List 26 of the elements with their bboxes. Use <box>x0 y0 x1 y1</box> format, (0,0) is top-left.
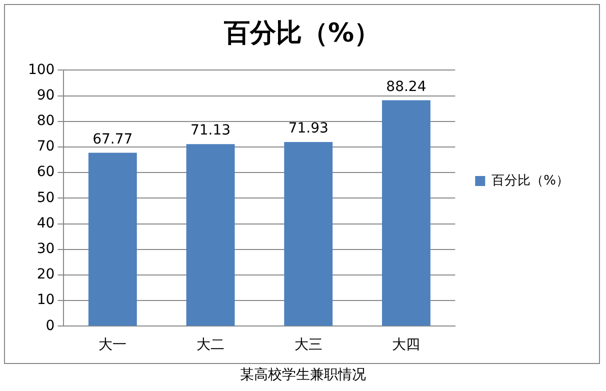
y-tick-label: 90 <box>36 87 55 104</box>
x-tick-label: 大一 <box>98 337 127 354</box>
data-label: 88.24 <box>386 78 426 95</box>
data-label: 67.77 <box>92 131 133 148</box>
bar <box>88 152 137 326</box>
legend-label: 百分比（%） <box>492 173 570 188</box>
chart-title: 百分比（%） <box>222 18 380 48</box>
x-tick-label: 大三 <box>294 337 322 354</box>
y-tick-label: 10 <box>36 292 55 308</box>
y-tick-label: 80 <box>36 113 55 130</box>
bar <box>284 142 333 326</box>
bar <box>186 144 235 326</box>
data-label: 71.13 <box>190 122 231 139</box>
y-tick-label: 30 <box>36 241 55 258</box>
y-tick-label: 20 <box>36 266 55 283</box>
bar <box>382 100 430 326</box>
y-tick-label: 50 <box>36 190 55 206</box>
x-tick-label: 大二 <box>196 337 225 354</box>
y-tick-label: 70 <box>36 138 55 155</box>
x-tick-label: 大四 <box>392 337 420 354</box>
y-tick-label: 100 <box>28 62 55 78</box>
y-tick-label: 60 <box>36 164 55 180</box>
y-tick-label: 0 <box>46 318 55 334</box>
data-label: 71.93 <box>288 120 328 137</box>
text: 某高校学生兼职情况 <box>239 366 367 384</box>
y-tick-label: 40 <box>36 215 55 232</box>
